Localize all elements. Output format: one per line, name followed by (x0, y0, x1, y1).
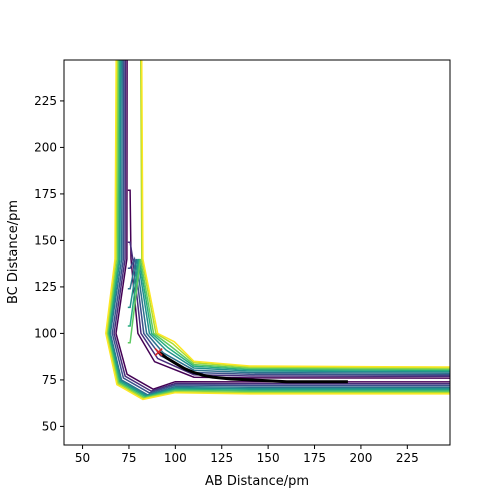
contour-outer (108, 60, 450, 397)
contour-outer (109, 60, 450, 396)
contour-outer (113, 60, 450, 392)
y-tick-label: 125 (34, 280, 57, 294)
y-tick-label: 75 (42, 373, 57, 387)
x-tick-label: 100 (164, 451, 187, 465)
contour-outer (107, 60, 450, 398)
plot-frame (63, 59, 451, 446)
y-tick-label: 225 (34, 94, 57, 108)
trajectory (154, 347, 348, 384)
y-tick-label: 50 (42, 419, 57, 433)
contour-inner (127, 189, 450, 379)
contour-inner (141, 60, 450, 368)
contour-inner (127, 258, 450, 371)
y-axis-label: BC Distance/pm (6, 200, 21, 304)
x-axis-ticks: 50 75 100 125 150 175 200 225 (75, 445, 419, 465)
x-tick-label: 200 (349, 451, 372, 465)
start-marker (154, 347, 163, 357)
x-tick-label: 75 (121, 451, 136, 465)
contour-inner (127, 258, 450, 372)
contour-outer (105, 60, 450, 401)
contour-inner (127, 256, 450, 376)
contour-inner (139, 60, 450, 369)
x-axis-label: AB Distance/pm (205, 474, 309, 489)
contour-outer (115, 60, 450, 391)
contour-inner (127, 241, 450, 378)
contour-outer (111, 60, 450, 394)
y-tick-label: 175 (34, 187, 57, 201)
contour-inner (127, 258, 450, 375)
contour-lines (105, 60, 450, 401)
y-tick-label: 100 (34, 326, 57, 340)
contour-inner (127, 258, 450, 373)
y-tick-label: 150 (34, 233, 57, 247)
y-axis-ticks: 50 75 100 125 150 175 200 225 (34, 94, 64, 433)
x-tick-label: 125 (210, 451, 233, 465)
contour-outer (106, 60, 450, 399)
x-tick-label: 225 (396, 451, 419, 465)
contour-outer (105, 60, 450, 400)
y-tick-label: 200 (34, 140, 57, 154)
trajectory-line (157, 350, 348, 384)
x-tick-label: 50 (75, 451, 90, 465)
x-tick-label: 175 (303, 451, 326, 465)
x-tick-label: 150 (257, 451, 280, 465)
